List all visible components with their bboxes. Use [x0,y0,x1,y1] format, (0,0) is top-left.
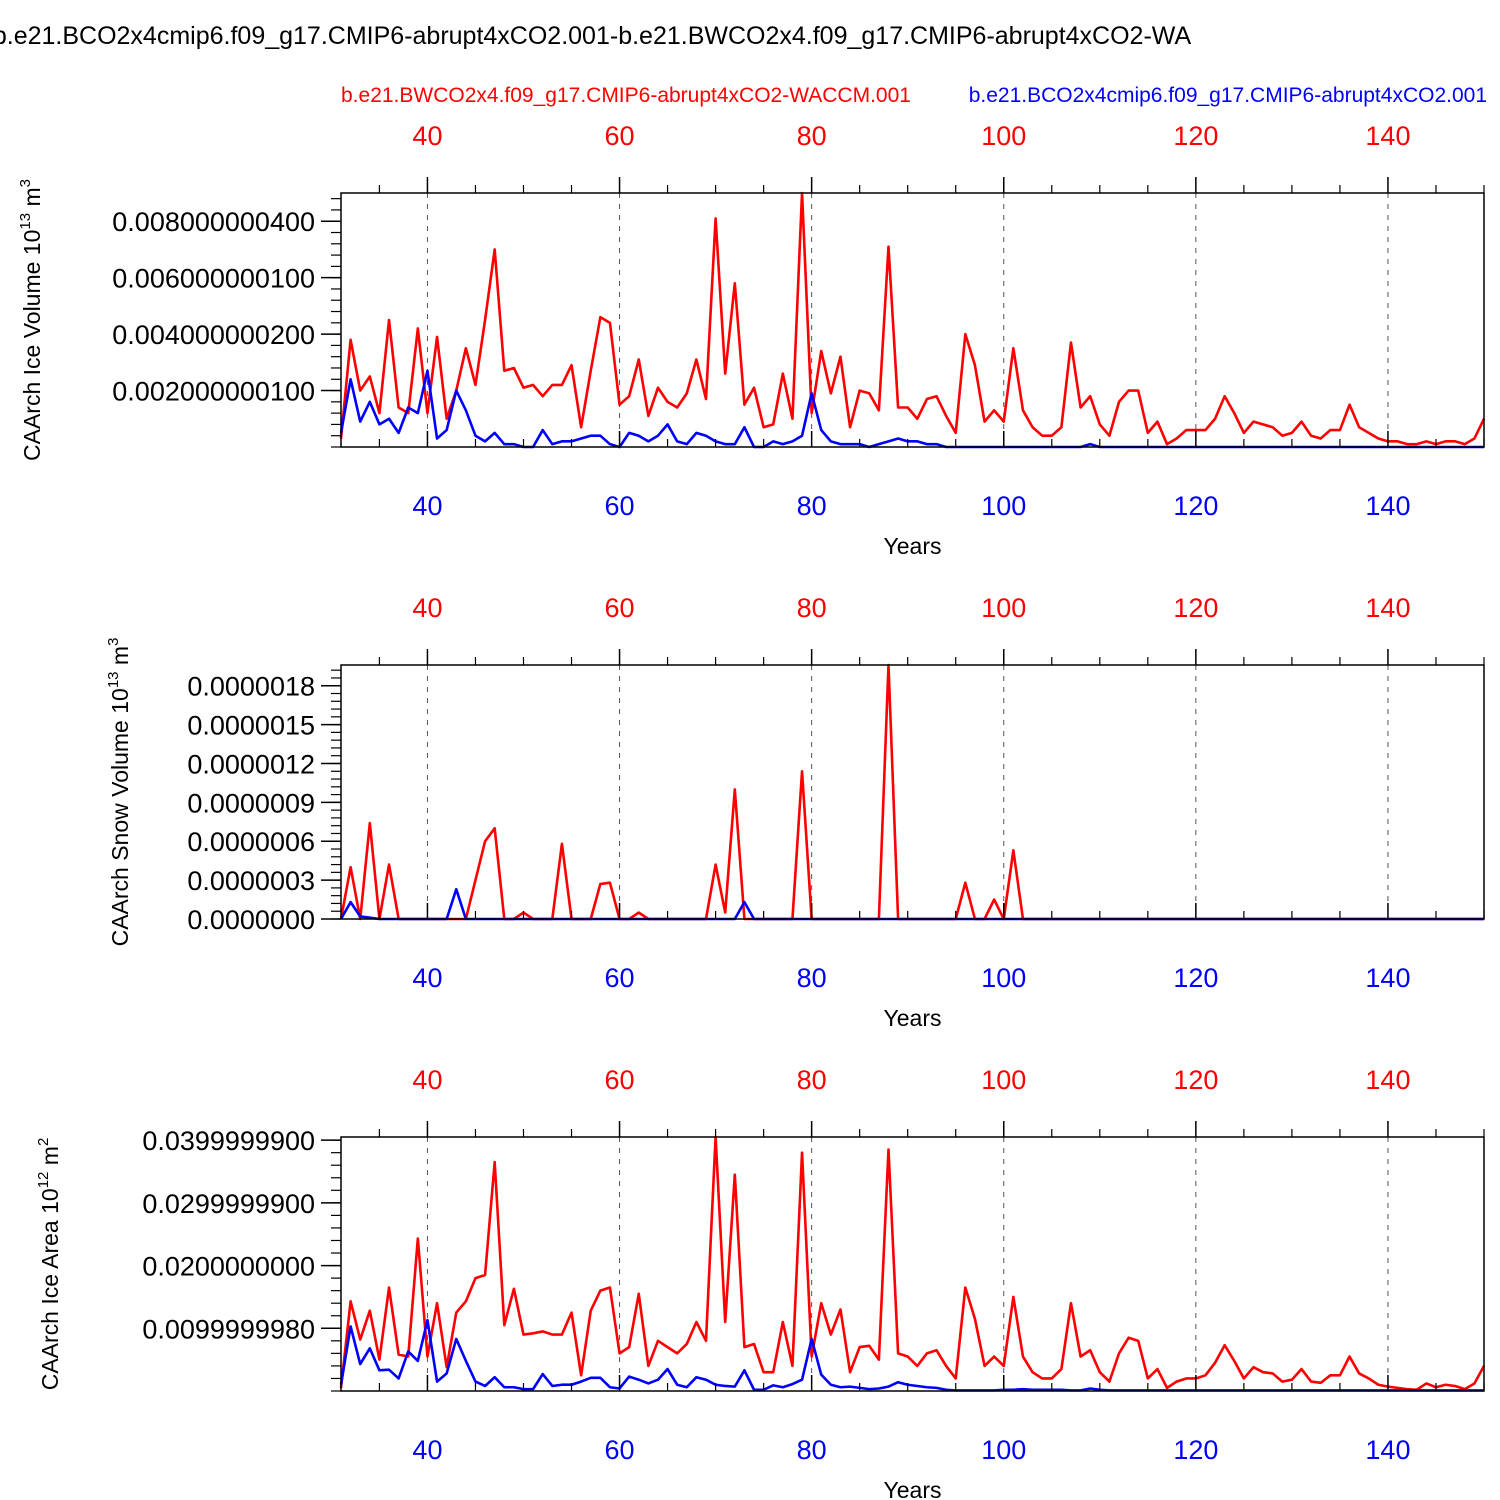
y-axis-label: CAArch Snow Volume 1013 m3 [105,638,133,947]
x-tick-label-bottom: 100 [981,963,1026,993]
x-tick-label-bottom: 40 [412,963,442,993]
y-tick-label: 0.0000009 [187,788,315,818]
plot-frame [340,664,1485,920]
y-tick-label: 0.0000018 [187,672,315,702]
chart-panel-3: 40 40 60 60 80 80 100 100 120 120 140 140 0.00999999… [35,1065,1486,1500]
x-tick-label-top: 60 [605,1065,635,1095]
x-axis-label: Years [884,1477,942,1500]
chart-panel-1: 40 40 60 60 80 80 100 100 120 120 140 140 0.00200000… [17,121,1486,559]
x-axis-label: Years [884,1005,942,1031]
y-tick-label: 0.0000006 [187,827,315,857]
x-tick-label-top: 100 [981,593,1026,623]
x-tick-label-top: 80 [797,593,827,623]
y-tick-label: 0.006000000100 [112,264,315,294]
series-line-red [339,1135,1486,1392]
series-line-red [339,191,1486,446]
x-tick-label-top: 120 [1173,121,1218,151]
x-tick-label-top: 100 [981,121,1026,151]
series-line-blue [339,887,1484,921]
y-axis-label: CAArch Ice Area 1012 m2 [35,1138,63,1391]
x-tick-label-bottom: 120 [1173,491,1218,521]
x-tick-label-top: 100 [981,1065,1026,1095]
y-axis-label: CAArch Ice Volume 1013 m3 [17,179,45,461]
x-tick-label-top: 80 [797,1065,827,1095]
x-tick-label-bottom: 60 [605,963,635,993]
x-tick-label-bottom: 80 [797,963,827,993]
y-tick-label: 0.0000012 [187,749,315,779]
y-tick-label: 0.0099999980 [142,1314,315,1344]
y-tick-label: 0.0399999900 [142,1126,315,1156]
figure-title: n b.e21.BCO2x4cmip6.f09_g17.CMIP6-abrupt… [0,22,1191,50]
x-tick-label-bottom: 40 [412,491,442,521]
y-tick-label: 0.004000000200 [112,320,315,350]
chart-panel-2: 40 40 60 60 80 80 100 100 120 120 140 140 0.0000000 0… [105,593,1485,1031]
y-tick-label: 0.0000000 [187,905,315,935]
x-tick-label-top: 60 [605,593,635,623]
y-tick-label: 0.008000000400 [112,207,315,237]
x-tick-label-top: 140 [1365,1065,1410,1095]
x-tick-label-top: 120 [1173,593,1218,623]
legend-red-run: b.e21.BWCO2x4.f09_g17.CMIP6-abrupt4xCO2-… [341,84,911,107]
x-tick-label-top: 140 [1365,121,1410,151]
series-line-red [339,663,1484,921]
x-tick-label-bottom: 60 [605,1435,635,1465]
x-tick-label-top: 120 [1173,1065,1218,1095]
plot-frame [340,192,1485,448]
y-tick-label: 0.0299999900 [142,1189,315,1219]
x-tick-label-bottom: 80 [797,491,827,521]
y-tick-label: 0.0200000000 [142,1252,315,1282]
x-tick-label-bottom: 100 [981,491,1026,521]
x-tick-label-bottom: 80 [797,1435,827,1465]
x-tick-label-bottom: 140 [1365,491,1410,521]
x-tick-label-top: 40 [412,121,442,151]
x-tick-label-top: 60 [605,121,635,151]
x-tick-label-bottom: 100 [981,1435,1026,1465]
y-tick-label: 0.0000015 [187,711,315,741]
plot-frame [340,1136,1485,1392]
x-tick-label-bottom: 40 [412,1435,442,1465]
x-tick-label-top: 40 [412,593,442,623]
x-tick-label-bottom: 120 [1173,963,1218,993]
x-tick-label-bottom: 60 [605,491,635,521]
x-tick-label-top: 40 [412,1065,442,1095]
series-line-blue [339,1318,1484,1392]
x-tick-label-bottom: 140 [1365,1435,1410,1465]
x-tick-label-top: 140 [1365,593,1410,623]
x-tick-label-bottom: 140 [1365,963,1410,993]
x-axis-label: Years [884,533,942,559]
x-tick-label-bottom: 120 [1173,1435,1218,1465]
legend-blue-run: b.e21.BCO2x4cmip6.f09_g17.CMIP6-abrupt4x… [969,84,1487,107]
y-tick-label: 0.002000000100 [112,377,315,407]
y-tick-label: 0.0000003 [187,866,315,896]
x-tick-label-top: 80 [797,121,827,151]
